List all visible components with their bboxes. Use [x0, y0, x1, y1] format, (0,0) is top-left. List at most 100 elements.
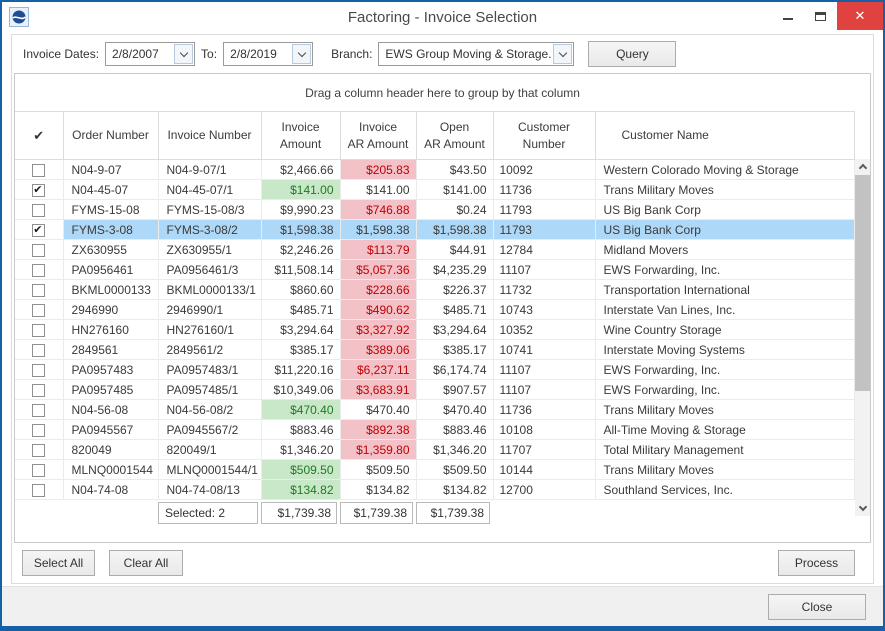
date-from-combo[interactable]: 2/8/2007	[105, 42, 196, 66]
row-checkbox[interactable]	[32, 463, 46, 477]
branch-value: EWS Group Moving & Storage...	[385, 47, 553, 61]
table-row[interactable]: ZX630955 ZX630955/1 $2,246.26 $113.79 $44.91…	[15, 239, 855, 260]
minimize-button[interactable]	[771, 2, 804, 30]
row-select-cell	[15, 359, 64, 380]
invoice-number-cell: FYMS-3-08/2	[158, 219, 262, 240]
open-ar-amount-cell: $134.82	[416, 479, 494, 500]
invoice-number-cell: 2849561/2	[158, 339, 262, 360]
row-checkbox[interactable]	[32, 303, 46, 317]
maximize-button[interactable]	[804, 2, 837, 30]
invoice-amount-cell: $470.40	[261, 399, 341, 420]
footer-bar: Close	[2, 586, 883, 626]
table-row[interactable]: HN276160 HN276160/1 $3,294.64 $3,327.92 $3,2…	[15, 319, 855, 340]
row-checkbox[interactable]	[32, 243, 46, 257]
invoice-ar-amount-cell: $1,359.80	[340, 439, 417, 460]
invoice-ar-amount-cell: $746.88	[340, 199, 417, 220]
table-row[interactable]: N04-9-07 N04-9-07/1 $2,466.66 $205.83 $43.50…	[15, 159, 855, 180]
open-ar-amount-cell: $883.46	[416, 419, 494, 440]
column-header-customer-number[interactable]: Customer Number	[493, 111, 596, 160]
table-row[interactable]: MLNQ0001544 MLNQ0001544/1 $509.50 $509.50 $5…	[15, 459, 855, 480]
scroll-up-button[interactable]	[855, 159, 870, 175]
select-all-button[interactable]: Select All	[22, 550, 95, 576]
customer-name-cell: EWS Forwarding, Inc.	[595, 359, 855, 380]
title-bar[interactable]: Factoring - Invoice Selection ✕	[2, 2, 883, 32]
group-by-panel[interactable]: Drag a column header here to group by th…	[15, 74, 870, 111]
vertical-scrollbar[interactable]	[855, 159, 870, 516]
row-select-cell	[15, 179, 64, 200]
table-row[interactable]: 2946990 2946990/1 $485.71 $490.62 $485.71 107…	[15, 299, 855, 320]
date-from-dropdown-button[interactable]	[174, 44, 194, 64]
column-header-customer-name[interactable]: Customer Name	[595, 111, 855, 160]
scrollbar-thumb[interactable]	[855, 175, 870, 391]
row-checkbox[interactable]	[32, 163, 46, 177]
column-header-invoice-amount[interactable]: Invoice Amount	[261, 111, 341, 160]
query-button[interactable]: Query	[588, 41, 677, 67]
customer-number-cell: 11732	[493, 279, 596, 300]
invoice-amount-cell: $2,246.26	[261, 239, 341, 260]
clear-all-button[interactable]: Clear All	[109, 550, 183, 576]
invoice-dates-label: Invoice Dates:	[23, 47, 100, 61]
row-checkbox[interactable]	[32, 183, 46, 197]
row-checkbox[interactable]	[32, 203, 46, 217]
date-to-dropdown-button[interactable]	[292, 44, 312, 64]
table-row[interactable]: FYMS-15-08 FYMS-15-08/3 $9,990.23 $746.88 $0…	[15, 199, 855, 220]
invoice-ar-amount-cell: $470.40	[340, 399, 417, 420]
invoice-number-cell: N04-9-07/1	[158, 159, 262, 180]
branch-dropdown-button[interactable]	[553, 44, 573, 64]
table-row[interactable]: 2849561 2849561/2 $385.17 $389.06 $385.17 107…	[15, 339, 855, 360]
row-checkbox[interactable]	[32, 343, 46, 357]
row-checkbox[interactable]	[32, 263, 46, 277]
table-row[interactable]: PA0957485 PA0957485/1 $10,349.06 $3,683.91 $…	[15, 379, 855, 400]
column-header-invoice-ar-amount[interactable]: Invoice AR Amount	[340, 111, 417, 160]
action-bar: Select All Clear All Process	[12, 543, 873, 583]
column-header-order-number[interactable]: Order Number	[63, 111, 159, 160]
row-checkbox[interactable]	[32, 323, 46, 337]
row-checkbox[interactable]	[32, 443, 46, 457]
row-checkbox[interactable]	[32, 483, 46, 497]
scroll-down-button[interactable]	[855, 500, 870, 516]
open-ar-amount-cell: $509.50	[416, 459, 494, 480]
invoice-number-cell: N04-74-08/13	[158, 479, 262, 500]
column-header-invoice-number[interactable]: Invoice Number	[158, 111, 262, 160]
row-checkbox[interactable]	[32, 383, 46, 397]
customer-name-cell: Trans Military Moves	[595, 179, 855, 200]
date-to-combo[interactable]: 2/8/2019	[223, 42, 314, 66]
row-select-cell	[15, 159, 64, 180]
customer-number-cell: 11107	[493, 359, 596, 380]
table-row[interactable]: BKML0000133 BKML0000133/1 $860.60 $228.66 $2…	[15, 279, 855, 300]
row-checkbox[interactable]	[32, 363, 46, 377]
table-row[interactable]: FYMS-3-08FYMS-3-08/2$1,598.38$1,598.38$1…	[15, 219, 855, 240]
invoice-amount-cell: $3,294.64	[261, 319, 341, 340]
invoice-amount-cell: $883.46	[261, 419, 341, 440]
table-row[interactable]: N04-56-08 N04-56-08/2 $470.40 $470.40 $470.4…	[15, 399, 855, 420]
table-row[interactable]: PA0945567 PA0945567/2 $883.46 $892.38 $883.4…	[15, 419, 855, 440]
order-number-cell: 2849561	[63, 339, 159, 360]
table-row[interactable]: N04-45-07N04-45-07/1$141.00$141.00$141.0…	[15, 179, 855, 200]
customer-name-cell: EWS Forwarding, Inc.	[595, 259, 855, 280]
table-row[interactable]: PA0956461 PA0956461/3 $11,508.14 $5,057.36 $…	[15, 259, 855, 280]
row-checkbox[interactable]	[32, 283, 46, 297]
invoice-amount-cell: $1,346.20	[261, 439, 341, 460]
invoice-number-cell: BKML0000133/1	[158, 279, 262, 300]
row-checkbox[interactable]	[32, 223, 46, 237]
process-button[interactable]: Process	[778, 550, 855, 576]
invoice-ar-amount-cell: $141.00	[340, 179, 417, 200]
order-number-cell: N04-9-07	[63, 159, 159, 180]
select-column-header[interactable]: ✔	[15, 111, 64, 160]
row-select-cell	[15, 399, 64, 420]
column-header-open-ar-amount[interactable]: Open AR Amount	[416, 111, 494, 160]
row-checkbox[interactable]	[32, 423, 46, 437]
table-row[interactable]: 820049 820049/1 $1,346.20 $1,359.80 $1,346.2…	[15, 439, 855, 460]
invoice-ar-amount-cell: $1,598.38	[340, 219, 417, 240]
invoice-number-cell: MLNQ0001544/1	[158, 459, 262, 480]
window-controls: ✕	[771, 2, 883, 32]
table-row[interactable]: PA0957483 PA0957483/1 $11,220.16 $6,237.11 $…	[15, 359, 855, 380]
table-row[interactable]: N04-74-08 N04-74-08/13 $134.82 $134.82 $134.…	[15, 479, 855, 500]
invoice-number-cell: PA0956461/3	[158, 259, 262, 280]
close-button[interactable]: Close	[768, 593, 866, 620]
row-checkbox[interactable]	[32, 403, 46, 417]
close-window-button[interactable]: ✕	[837, 2, 883, 30]
invoice-ar-amount-cell: $490.62	[340, 299, 417, 320]
maximize-icon	[815, 11, 826, 21]
branch-combo[interactable]: EWS Group Moving & Storage...	[378, 42, 575, 66]
